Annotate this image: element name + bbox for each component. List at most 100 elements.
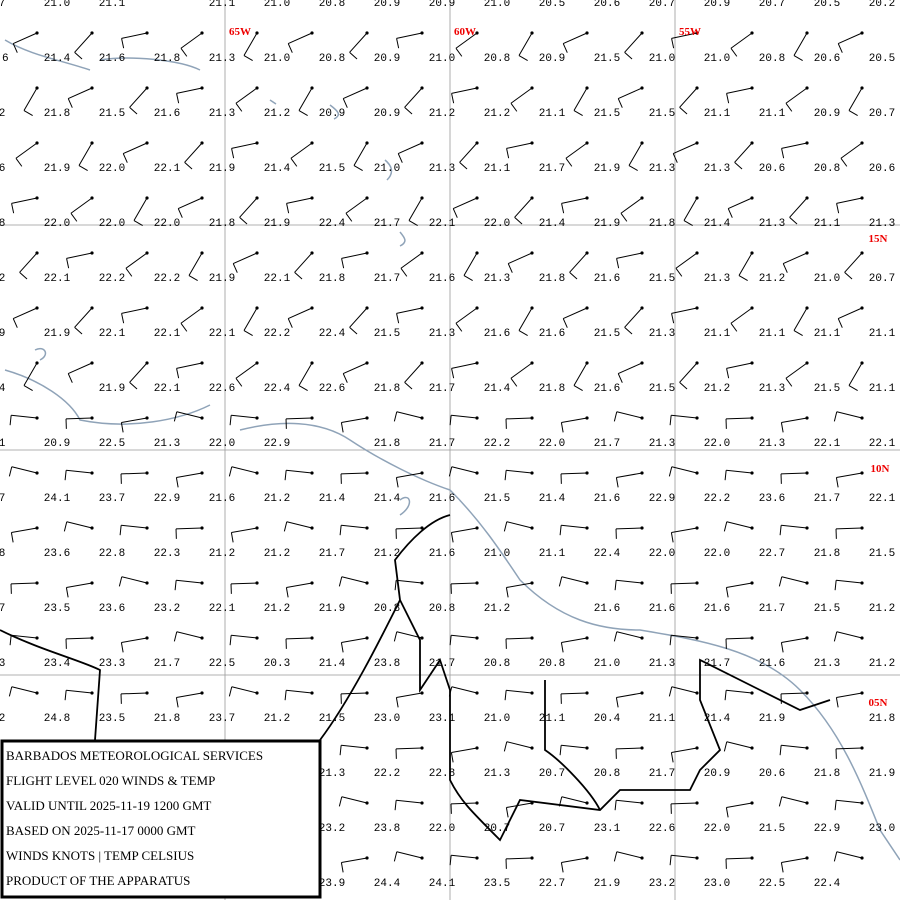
temperature: .6	[0, 53, 9, 65]
temperature: 21.7	[374, 273, 400, 285]
barb-feather	[174, 580, 177, 591]
barb-feather	[726, 93, 730, 104]
temperature: 23.5	[44, 603, 70, 615]
barb-feather	[683, 220, 693, 226]
barb-staff	[675, 252, 698, 269]
temperature: 21.5	[319, 163, 345, 175]
barb-staff	[726, 689, 753, 694]
barb-feather	[349, 326, 358, 335]
temperature: 21.7	[429, 438, 455, 450]
barb-staff	[396, 799, 423, 804]
barb-feather	[782, 263, 788, 273]
temperature: 22.0	[539, 438, 565, 450]
barb-staff	[506, 802, 533, 809]
temperature: 20.6	[759, 163, 785, 175]
barb-feather	[451, 93, 455, 104]
barb-feather	[518, 55, 528, 61]
temperature: 21.5	[649, 273, 675, 285]
barb-staff	[781, 576, 808, 584]
temperature: 21.2	[759, 273, 785, 285]
barb-staff	[178, 197, 203, 210]
barb-feather	[834, 800, 837, 811]
temperature: 21.6	[594, 603, 620, 615]
temperature: 22.0	[704, 548, 730, 560]
barb-staff	[781, 744, 808, 749]
barb-staff	[671, 634, 698, 639]
temperature: 21.6	[539, 328, 565, 340]
temperature: 21.3	[484, 273, 510, 285]
barb-staff	[506, 142, 533, 149]
temperature: 21.0	[484, 0, 510, 10]
temperature: 23.5	[99, 713, 125, 725]
barb-feather	[613, 631, 618, 642]
temperature: 21.8	[154, 53, 180, 65]
barb-staff	[341, 744, 368, 749]
temperature: 20.9	[319, 108, 345, 120]
barb-staff	[230, 582, 258, 585]
barb-staff	[836, 411, 863, 419]
barb-staff	[560, 692, 588, 695]
temperature: 20.5	[869, 53, 895, 65]
temperature: 20.7	[759, 0, 785, 10]
temperature: 21.8	[539, 383, 565, 395]
barb-staff	[450, 582, 478, 585]
temperature: 21.9	[99, 383, 125, 395]
barb-staff	[451, 686, 478, 694]
temperature: 20.3	[264, 658, 290, 670]
barb-feather	[679, 106, 688, 115]
barb-feather	[400, 267, 408, 277]
barb-feather	[284, 690, 287, 701]
temperature: 21.0	[374, 163, 400, 175]
barb-staff	[235, 87, 258, 104]
temperature: 21.5	[594, 108, 620, 120]
temperature: 21.6	[704, 603, 730, 615]
barb-staff	[844, 252, 863, 273]
temperature: 22.4	[594, 548, 621, 560]
barb-staff	[400, 252, 423, 269]
barb-feather	[177, 208, 183, 218]
barb-feather	[675, 267, 683, 277]
temperature: 21.5	[869, 548, 895, 560]
temperature: 21.9	[869, 768, 895, 780]
barb-staff	[836, 799, 863, 804]
barb-staff	[514, 197, 533, 218]
barb-staff	[518, 32, 533, 56]
temperature: 20.8	[319, 53, 345, 65]
barb-feather	[173, 631, 178, 642]
temperature: 22.7	[539, 878, 565, 890]
barb-staff	[23, 362, 38, 386]
barb-staff	[450, 802, 478, 805]
temperature: 24.8	[44, 713, 70, 725]
barb-feather	[231, 148, 235, 159]
barb-staff	[616, 472, 643, 479]
temperature: 20.8	[759, 53, 785, 65]
temperature: 22.0	[209, 438, 235, 450]
barb-staff	[726, 521, 753, 529]
barb-staff	[341, 576, 368, 584]
barb-staff	[120, 472, 148, 475]
temperature: 21.7	[154, 658, 180, 670]
temperature: 6	[0, 163, 5, 175]
temperature: 20.7	[649, 0, 675, 10]
barb-feather	[510, 102, 518, 112]
barb-feather	[503, 521, 508, 532]
temperature: 1	[0, 438, 6, 450]
barb-feather	[228, 466, 233, 477]
wind-barbs	[8, 31, 864, 873]
temperature: 20.9	[374, 0, 400, 10]
temperature: 20.7	[869, 273, 895, 285]
temperature: 20.9	[704, 0, 730, 10]
barb-staff	[789, 197, 808, 218]
barb-staff	[286, 197, 313, 204]
temperature: 20.7	[539, 823, 565, 835]
temperature: 21.1	[814, 328, 841, 340]
barb-feather	[778, 576, 783, 587]
temperature: 21.8	[374, 438, 400, 450]
barb-feather	[345, 212, 353, 222]
temperature: 21.5	[99, 108, 125, 120]
barb-staff	[404, 362, 423, 383]
temperature: 22.1	[869, 493, 896, 505]
temperature: 21.7	[539, 163, 565, 175]
barb-staff	[233, 252, 258, 265]
temperature: 23.6	[759, 493, 785, 505]
